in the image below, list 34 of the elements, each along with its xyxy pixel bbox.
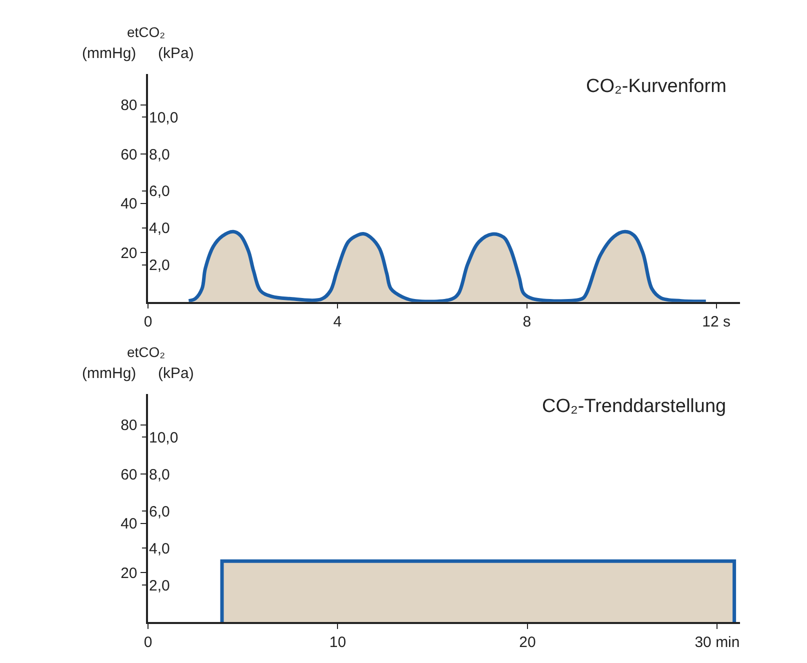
- y2-axis-title: (kPa): [158, 365, 194, 382]
- y-axis-title: (mmHg): [82, 365, 136, 382]
- x-tick-label: 10: [329, 634, 346, 651]
- x-tick-label: 12 s: [702, 314, 730, 331]
- y-tick-label: 40: [120, 196, 138, 213]
- y2-tick-label: 4,0: [149, 220, 170, 238]
- y2-tick-label: 8,0: [149, 466, 170, 484]
- x-tick-label: 0: [144, 634, 152, 651]
- text: etCO₂: [127, 24, 166, 40]
- y2-axis-title: (kPa): [158, 45, 194, 62]
- y2-tick-label: 10,0: [149, 429, 178, 446]
- x-tick-label: 8: [522, 314, 532, 331]
- y-tick-label: 80: [120, 97, 138, 114]
- y2-tick-label: 2,0: [149, 257, 170, 274]
- y2-tick-label: 6,0: [149, 183, 170, 200]
- x-tick-label: 30 min: [694, 634, 740, 651]
- y-tick-label: 20: [120, 244, 138, 262]
- y-tick-label: 20: [120, 564, 138, 582]
- y2-tick-label: 6,0: [149, 503, 170, 520]
- y-tick-label: 40: [120, 516, 138, 533]
- y-tick-label: 60: [120, 466, 138, 484]
- chart-title: CO₂-Trenddarstellung: [542, 396, 726, 417]
- text: etCO₂: [127, 344, 166, 360]
- y-tick-label: 60: [120, 146, 138, 164]
- x-tick-label: 4: [333, 314, 342, 331]
- x-tick-label: 0: [144, 314, 152, 331]
- y2-tick-label: 2,0: [149, 577, 170, 594]
- y2-tick-label: 4,0: [149, 540, 170, 558]
- chart-title: CO₂-Kurvenform: [586, 76, 726, 97]
- x-tick-label: 20: [519, 634, 536, 651]
- y2-tick-label: 10,0: [149, 109, 178, 126]
- y2-tick-label: 8,0: [149, 146, 170, 164]
- y-axis-title: (mmHg): [82, 45, 136, 62]
- y-tick-label: 80: [120, 417, 138, 434]
